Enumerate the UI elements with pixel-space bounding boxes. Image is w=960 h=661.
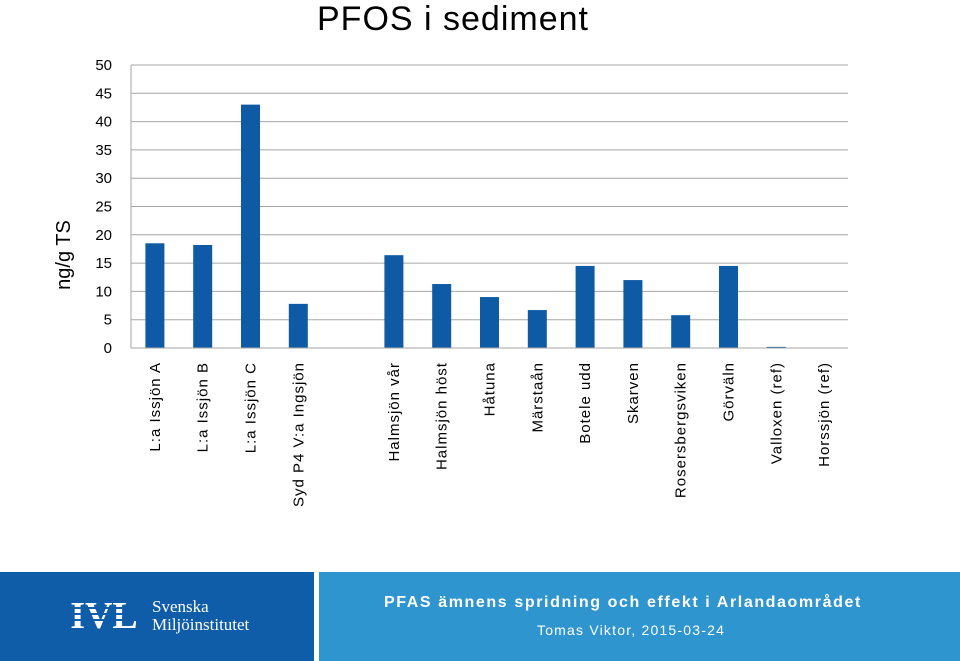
y-tick-label: 50 — [95, 57, 112, 74]
bar — [575, 265, 595, 348]
y-tick-label: 20 — [95, 227, 112, 244]
bar — [480, 297, 499, 348]
bar — [288, 303, 308, 348]
bar — [719, 265, 738, 348]
logo-text-svenska: Svenska — [152, 597, 209, 616]
x-tick-label: Märstaån — [529, 362, 546, 433]
x-tick-label: Horssjön (ref) — [816, 362, 833, 467]
bar — [193, 244, 213, 348]
bar-chart: PFOS i sediment ng/g TS 0 5 10 15 20 25 30 35 40… — [53, 0, 848, 507]
ivl-logo-icon: IVL — [68, 595, 140, 635]
x-tick-label: L:a Issjön A — [147, 362, 164, 452]
y-axis-label: ng/g TS — [53, 220, 75, 290]
logo-text-miljoinstitutet: Miljöinstitutet — [152, 615, 250, 634]
x-tick-labels: L:a Issjön A L:a Issjön B L:a Issjön C Syd … — [147, 362, 833, 507]
x-tick-label: Syd P4 V:a Ingsjön — [290, 362, 307, 507]
y-tick-label: 45 — [95, 85, 112, 102]
y-tick-label: 0 — [104, 340, 112, 357]
bar — [671, 315, 691, 348]
bar — [145, 243, 165, 348]
y-tick-labels: 0 5 10 15 20 25 30 35 40 45 50 — [95, 57, 112, 357]
chart-title: PFOS i sediment — [317, 0, 589, 38]
footer-logo-panel: IVL Svenska Miljöinstitutet — [0, 572, 314, 661]
bar — [384, 255, 404, 348]
x-tick-label: Håtuna — [482, 362, 499, 416]
x-tick-label: Görväln — [721, 362, 738, 422]
y-tick-label: 40 — [95, 114, 112, 131]
y-tick-label: 10 — [95, 283, 112, 300]
x-tick-label: L:a Issjön C — [243, 362, 260, 453]
footer-title: PFAS ämnens spridning och effekt i Arlan… — [384, 594, 862, 611]
footer-divider — [314, 572, 319, 661]
bar — [623, 280, 643, 348]
y-tick-label: 15 — [95, 255, 112, 272]
x-tick-label: L:a Issjön B — [195, 362, 212, 452]
y-tick-label: 25 — [95, 199, 112, 216]
x-tick-label: Skarven — [625, 362, 642, 424]
bar — [527, 310, 547, 348]
footer-banner: IVL Svenska Miljöinstitutet PFAS ämnens … — [0, 572, 960, 661]
chart-area: PFOS i sediment ng/g TS 0 5 10 15 20 25 30 35 40… — [53, 0, 848, 507]
x-tick-label: Halmsjön höst — [434, 362, 451, 470]
x-tick-label: Valloxen (ref) — [768, 362, 785, 464]
bar — [766, 346, 786, 348]
bars — [145, 104, 786, 349]
y-tick-label: 35 — [95, 142, 112, 159]
x-tick-label: Botele udd — [577, 362, 594, 444]
footer-author-date: Tomas Viktor, 2015-03-24 — [537, 622, 726, 638]
bar — [432, 284, 452, 348]
y-tick-label: 30 — [95, 170, 112, 187]
x-tick-label: Halmsjön vår — [386, 362, 403, 462]
x-tick-label: Rosersbergsviken — [673, 362, 690, 498]
y-tick-label: 5 — [104, 312, 112, 329]
bar — [241, 104, 260, 349]
